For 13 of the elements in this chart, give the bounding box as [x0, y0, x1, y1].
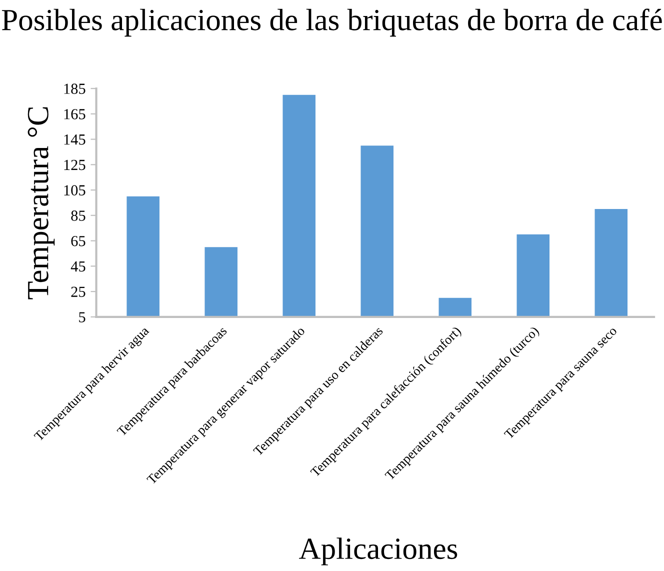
- y-tick-label: 165: [64, 109, 86, 120]
- chart-title: Posibles aplicaciones de las briquetas de borra de café: [2, 8, 662, 37]
- y-tick-label: 45: [70, 261, 86, 272]
- x-axis-title: Aplicaciones: [299, 538, 458, 566]
- y-axis-title: Temperatura °C: [28, 107, 55, 300]
- y-tick-label: 145: [64, 134, 86, 145]
- y-tick-label: 5: [79, 312, 86, 322]
- y-tick-label: 25: [71, 286, 86, 297]
- y-tick-label: 85: [71, 210, 86, 221]
- y-tick-label: 65: [71, 236, 86, 246]
- y-tick-label: 185: [64, 84, 86, 94]
- y-tick-label: 125: [64, 160, 86, 170]
- y-tick-label: 105: [64, 185, 86, 196]
